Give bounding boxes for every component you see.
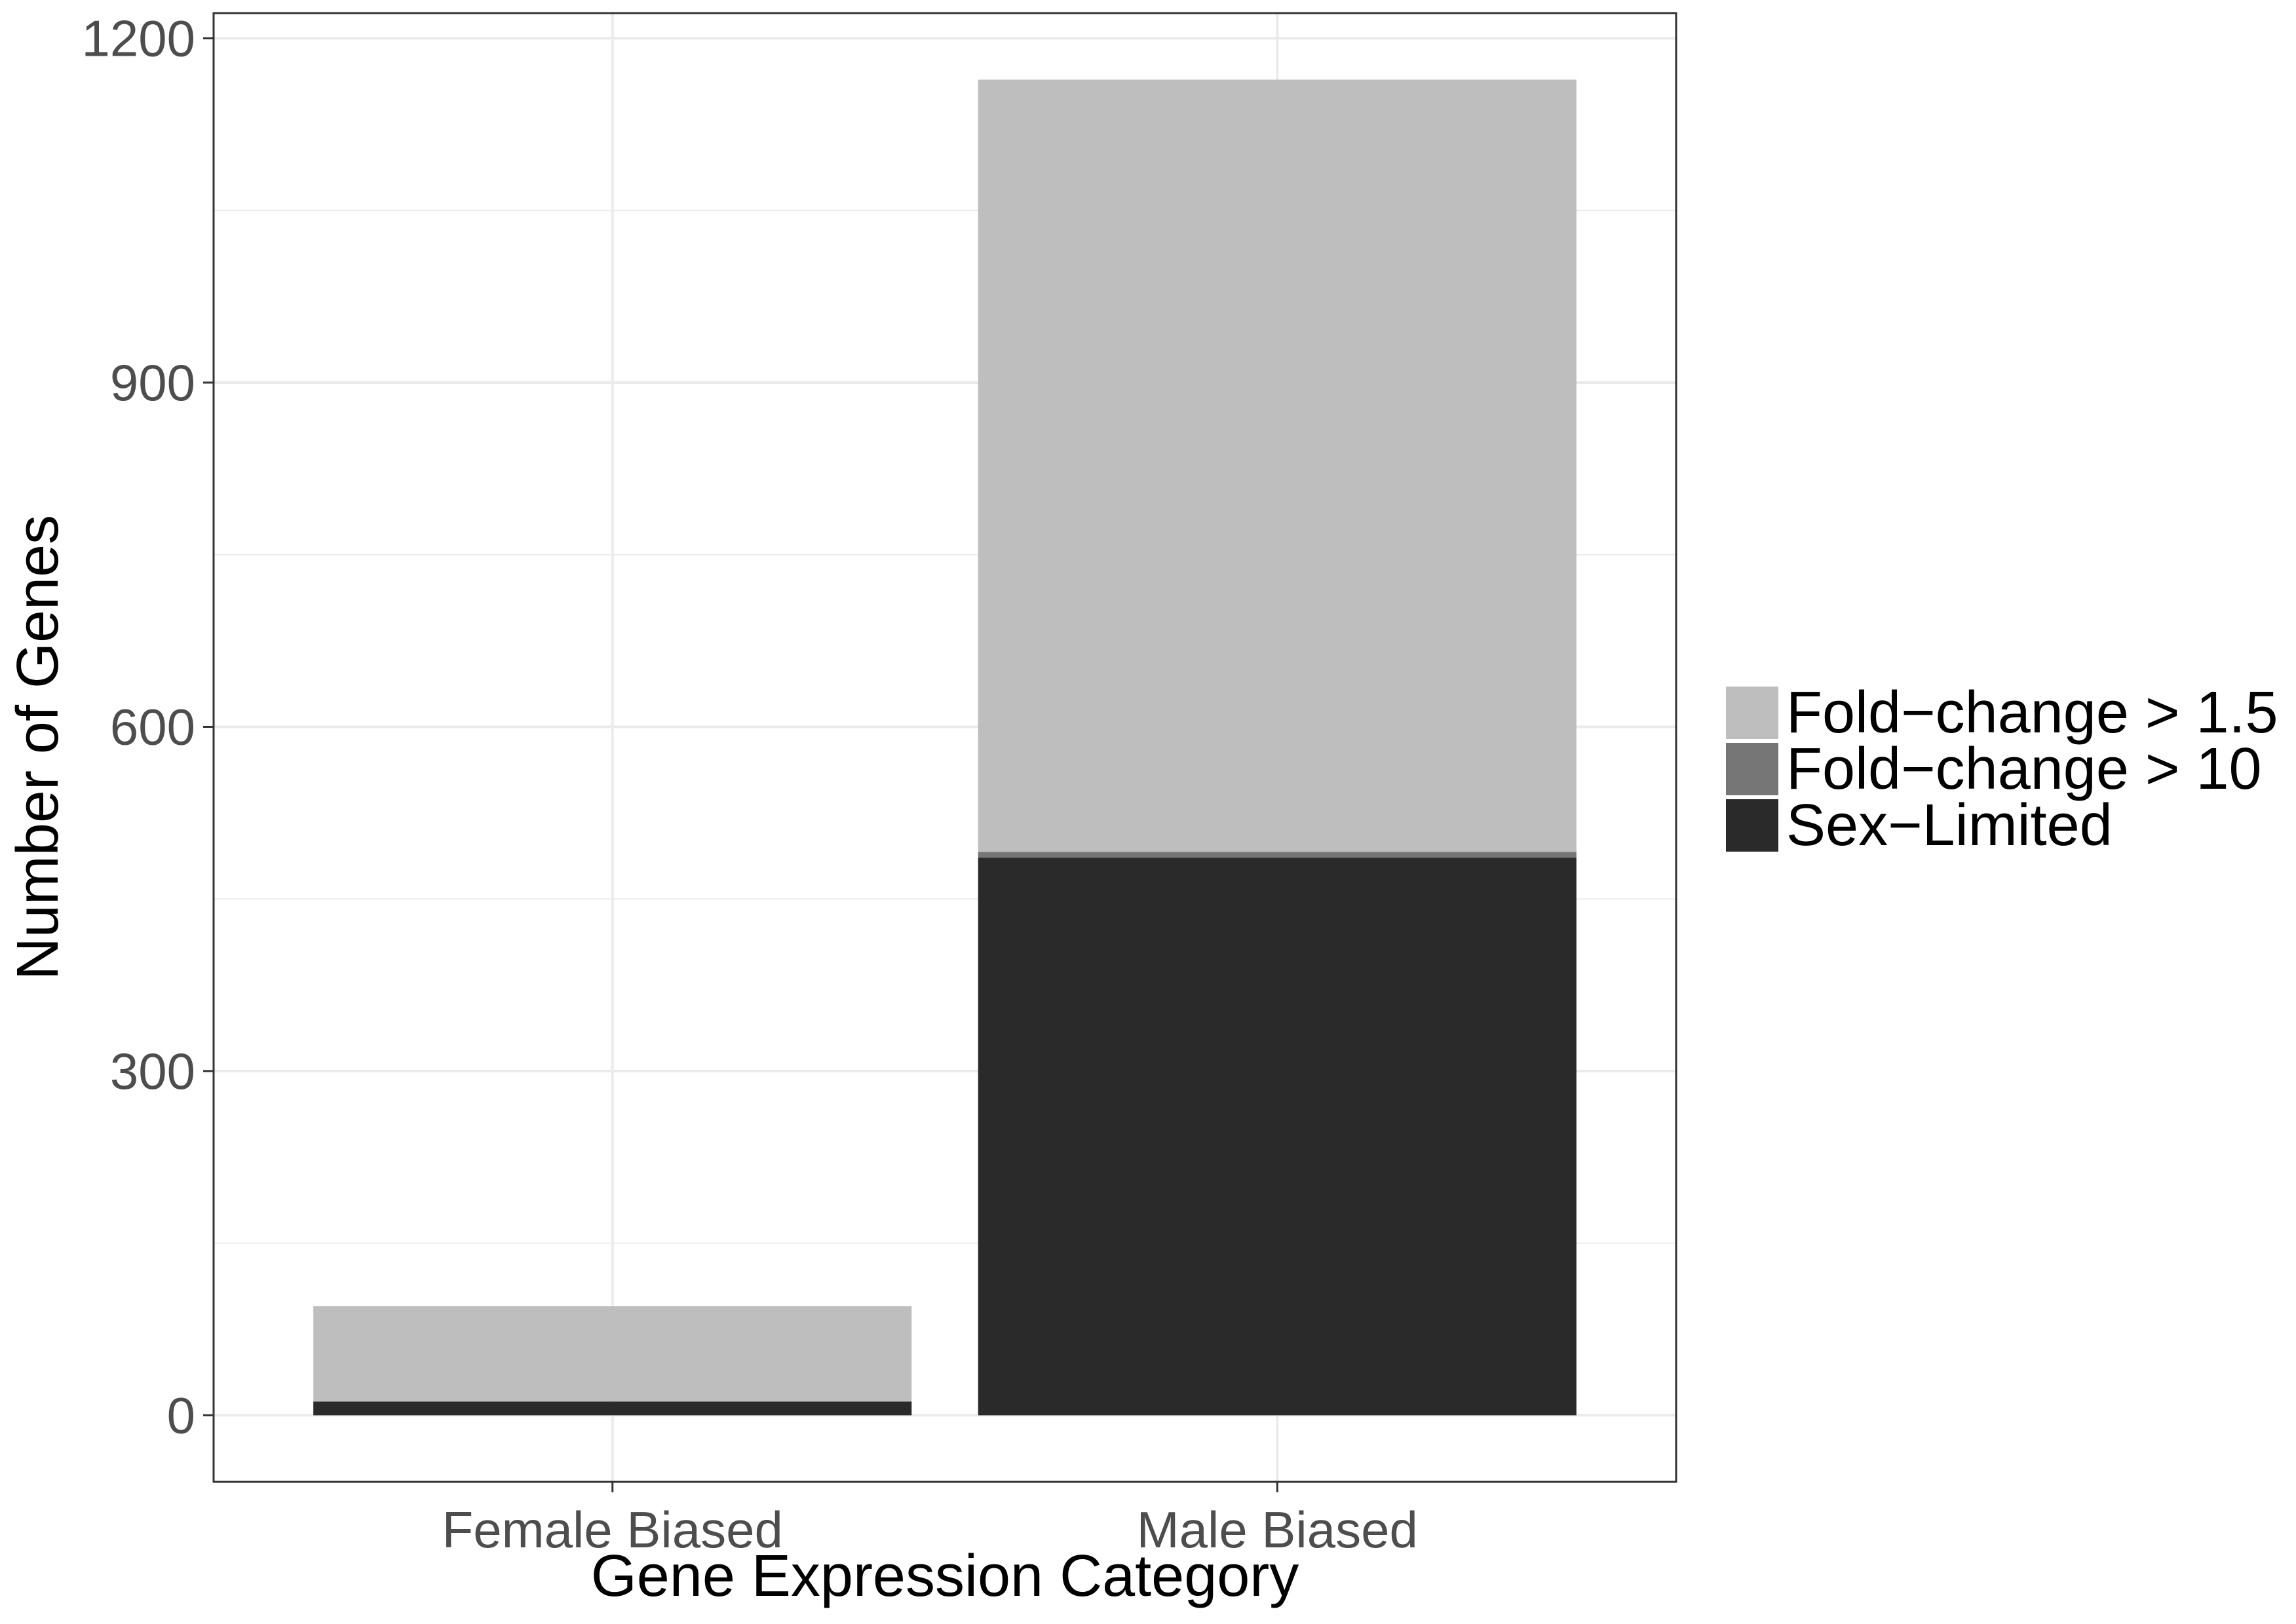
- bar-segment: [978, 852, 1577, 858]
- x-tick-label: Female Biased: [442, 1501, 783, 1558]
- bar-segment: [978, 79, 1577, 852]
- legend-key: [1726, 687, 1778, 739]
- panel-border: [212, 12, 1677, 1483]
- legend-key: [1726, 799, 1778, 852]
- bar-segment: [978, 858, 1577, 1416]
- y-tick-label: 900: [110, 354, 195, 411]
- x-tick-label: Male Biased: [1137, 1501, 1418, 1558]
- bar-segment: [313, 1306, 912, 1402]
- y-tick-label: 600: [110, 698, 195, 755]
- y-tick-label: 0: [167, 1386, 195, 1444]
- bars: [313, 79, 1577, 1416]
- y-tick-label: 1200: [81, 10, 195, 67]
- y-axis-title: Number of Genes: [5, 515, 71, 980]
- bar-segment: [313, 1401, 912, 1416]
- y-tick-label: 300: [110, 1042, 195, 1100]
- x-axis-ticks: Female Biased Male Biased: [442, 1482, 1418, 1558]
- y-axis-ticks: 0 300 600 900 1200: [81, 10, 214, 1444]
- legend-label: Fold−change > 10: [1786, 736, 2262, 802]
- legend-label: Fold−change > 1.5: [1786, 680, 2278, 746]
- legend-label: Sex−Limited: [1786, 793, 2113, 858]
- x-axis-title: Gene Expression Category: [591, 1543, 1299, 1609]
- legend-key: [1726, 743, 1778, 795]
